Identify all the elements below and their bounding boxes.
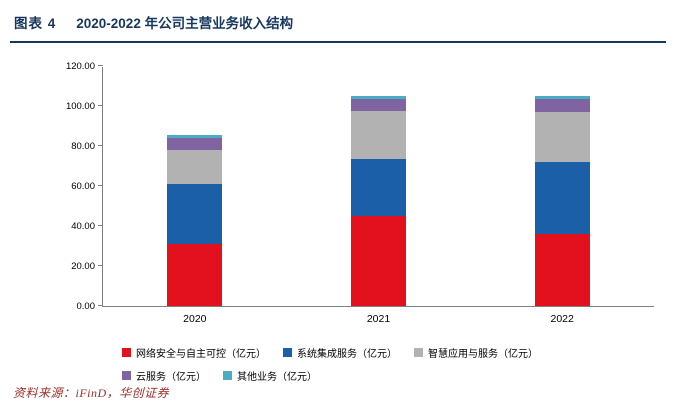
category-slot: 2021 (287, 67, 471, 325)
bar-segment (351, 111, 406, 159)
bar-segment (351, 216, 406, 306)
y-tick-mark (98, 225, 103, 226)
bar-segment (534, 234, 590, 306)
x-tick-label: 2021 (366, 313, 391, 325)
stacked-bar-2021 (351, 96, 406, 306)
y-tick-label: 100.00 (65, 101, 95, 112)
y-tick-label: 80.00 (71, 141, 95, 152)
bar-segment (167, 244, 223, 306)
legend-row: 网络安全与自主可控（亿元） 系统集成服务（亿元） 智慧应用与服务（亿元） (122, 345, 666, 360)
figure-title: 2020-2022 年公司主营业务收入结构 (76, 16, 294, 31)
chart-legend: 网络安全与自主可控（亿元） 系统集成服务（亿元） 智慧应用与服务（亿元） 云服务（亿元… (122, 345, 666, 383)
bar-segment (167, 150, 223, 184)
y-tick-label: 20.00 (71, 261, 95, 272)
y-tick-mark (98, 305, 103, 306)
bar-segment (351, 96, 406, 99)
source-note: 资料来源：iFinD，华创证券 (13, 386, 170, 400)
bar-segment (167, 184, 223, 244)
legend-swatch-icon (122, 348, 131, 357)
y-tick-label: 40.00 (71, 221, 95, 232)
legend-swatch-icon (122, 371, 131, 380)
bar-segment (351, 99, 406, 111)
legend-item: 智慧应用与服务（亿元） (414, 345, 538, 360)
stacked-bar-2020 (167, 135, 223, 306)
y-tick-label: 0.00 (76, 301, 96, 312)
bar-segment (534, 112, 590, 162)
bar-segment (167, 138, 223, 150)
legend-swatch-icon (283, 348, 292, 357)
x-tick-label: 2020 (183, 313, 207, 325)
y-tick-mark (98, 105, 103, 106)
y-tick-label: 120.00 (65, 61, 95, 72)
y-tick-mark (98, 145, 103, 146)
plot-area: 2020 2021 2022 (98, 65, 654, 325)
legend-row: 云服务（亿元） 其他业务（亿元） (122, 368, 666, 383)
legend-label: 网络安全与自主可控（亿元） (136, 349, 266, 360)
stacked-bar-chart: 0.00 20.00 40.00 60.00 80.00 100.00 120.00 202… (52, 62, 666, 325)
bar-segment (534, 96, 590, 99)
legend-label: 智慧应用与服务（亿元） (428, 349, 538, 360)
legend-label: 系统集成服务（亿元） (297, 349, 397, 360)
stacked-bar-2022 (534, 96, 590, 306)
legend-swatch-icon (223, 371, 232, 380)
bar-segment (167, 135, 223, 138)
bar-segment (351, 159, 406, 216)
y-tick-label: 60.00 (71, 181, 95, 192)
legend-label: 其他业务（亿元） (237, 372, 317, 383)
y-tick-mark (98, 65, 103, 66)
figure-label: 图表 4 (14, 16, 57, 31)
legend-item: 网络安全与自主可控（亿元） (122, 345, 266, 360)
bar-segment (534, 99, 590, 112)
figure-header: 图表 4 2020-2022 年公司主营业务收入结构 (10, 8, 666, 43)
legend-item: 云服务（亿元） (122, 368, 206, 383)
category-slot: 2022 (470, 67, 654, 325)
legend-swatch-icon (414, 348, 423, 357)
bar-segment (534, 162, 590, 234)
legend-item: 其他业务（亿元） (223, 368, 317, 383)
legend-label: 云服务（亿元） (136, 372, 206, 383)
y-tick-mark (98, 265, 103, 266)
y-axis: 0.00 20.00 40.00 60.00 80.00 100.00 120.00 (52, 62, 102, 312)
y-tick-mark (98, 185, 103, 186)
category-slot: 2020 (103, 67, 287, 325)
legend-item: 系统集成服务（亿元） (283, 345, 397, 360)
x-tick-label: 2022 (550, 313, 574, 325)
